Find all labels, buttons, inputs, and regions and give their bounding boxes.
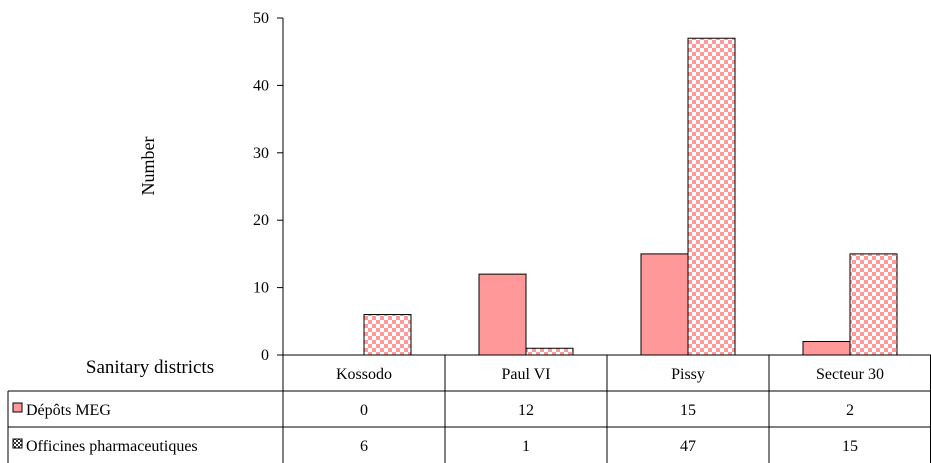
- y-tick-label: 30: [253, 145, 269, 162]
- y-axis: 0 10 20 30 40 50: [253, 10, 284, 364]
- bar-officines-pharmaceutiques: [363, 314, 412, 356]
- x-tick-label: Pissy: [671, 366, 705, 383]
- data-table: Kossodo Paul VI Pissy Secteur 30 Dépôts MEG 0…: [7, 354, 931, 463]
- data-label: 12: [518, 402, 534, 419]
- y-tick-label: 0: [261, 347, 269, 364]
- y-tick-label: 20: [253, 212, 269, 229]
- data-label: 15: [680, 402, 696, 419]
- y-axis-title: Number: [138, 137, 158, 196]
- data-label: 0: [360, 402, 368, 419]
- x-tick-label: Kossodo: [336, 366, 392, 383]
- y-tick-label: 10: [253, 280, 269, 297]
- bar-officines-pharmaceutiques: [687, 37, 736, 356]
- x-tick-label: Paul VI: [501, 366, 550, 383]
- legend-swatch: [12, 402, 23, 413]
- x-axis-title: Sanitary districts: [86, 357, 214, 378]
- data-label: 2: [846, 402, 854, 419]
- bar-depots-meg: [478, 273, 527, 356]
- bar-officines-pharmaceutiques: [525, 347, 574, 356]
- bar-depots-meg: [802, 341, 851, 356]
- legend-swatch: [12, 438, 23, 449]
- y-tick-label: 40: [253, 77, 269, 94]
- data-label: 1: [522, 438, 530, 455]
- legend-label: Dépôts MEG: [26, 402, 111, 419]
- x-tick-label: Secteur 30: [816, 366, 884, 383]
- bars: [363, 37, 898, 356]
- data-label: 6: [360, 438, 368, 455]
- data-label: 15: [842, 438, 858, 455]
- bar-officines-pharmaceutiques: [849, 253, 898, 356]
- data-label: 47: [680, 438, 696, 455]
- bar-depots-meg: [640, 253, 689, 356]
- legend-label: Officines pharmaceutiques: [26, 438, 198, 455]
- y-tick-label: 50: [253, 10, 269, 27]
